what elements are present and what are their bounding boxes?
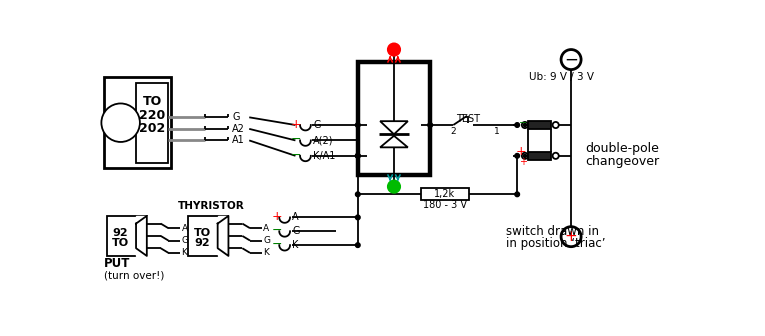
Text: A: A — [292, 212, 299, 222]
Polygon shape — [136, 216, 147, 256]
Text: THYRISTOR: THYRISTOR — [178, 201, 245, 211]
Text: TEST: TEST — [456, 114, 480, 124]
Bar — [528, 121, 551, 129]
Text: 1: 1 — [493, 127, 500, 136]
Circle shape — [552, 122, 558, 128]
Text: −: − — [519, 119, 527, 128]
Text: switch drawn in: switch drawn in — [506, 225, 599, 238]
Circle shape — [515, 123, 519, 127]
Circle shape — [356, 154, 360, 158]
Text: G: G — [313, 120, 321, 130]
Text: 180 - 3 V: 180 - 3 V — [423, 200, 467, 210]
Circle shape — [428, 123, 432, 127]
Text: +: + — [272, 210, 282, 223]
Text: A: A — [263, 224, 269, 233]
Text: TO: TO — [142, 95, 162, 109]
Text: 202: 202 — [139, 122, 165, 135]
Text: Ub: 9 V / 3 V: Ub: 9 V / 3 V — [529, 72, 594, 82]
Text: −: − — [291, 133, 301, 146]
Text: 2: 2 — [451, 127, 456, 136]
Circle shape — [522, 122, 528, 128]
Text: +: + — [291, 118, 301, 131]
Bar — [104, 77, 171, 168]
Text: A1: A1 — [233, 135, 245, 145]
Text: −: − — [564, 51, 578, 69]
Circle shape — [561, 50, 581, 70]
Circle shape — [356, 243, 360, 247]
Bar — [188, 216, 229, 256]
Text: changeover: changeover — [585, 155, 659, 168]
Text: 1,2k: 1,2k — [435, 189, 455, 199]
Bar — [358, 62, 430, 175]
Text: K: K — [181, 248, 187, 257]
Text: +: + — [516, 145, 526, 158]
Circle shape — [515, 192, 519, 197]
Text: 92: 92 — [112, 228, 129, 238]
Circle shape — [523, 154, 526, 157]
Text: (turn over!): (turn over!) — [104, 270, 164, 280]
Bar — [136, 83, 168, 163]
Bar — [107, 216, 147, 256]
Text: TO: TO — [194, 228, 211, 238]
Bar — [421, 188, 469, 201]
Circle shape — [561, 227, 581, 247]
Circle shape — [515, 154, 519, 158]
Text: G: G — [292, 226, 300, 236]
Circle shape — [552, 153, 558, 159]
Circle shape — [388, 43, 400, 56]
Text: TO: TO — [112, 238, 129, 248]
Text: A: A — [181, 224, 187, 233]
Polygon shape — [380, 136, 408, 148]
Text: −: − — [272, 238, 282, 251]
Text: double-pole: double-pole — [585, 141, 659, 155]
Text: G: G — [233, 112, 239, 122]
Bar — [528, 152, 551, 160]
Text: 220: 220 — [139, 109, 165, 122]
Text: in position ‘triac’: in position ‘triac’ — [506, 237, 605, 250]
Circle shape — [356, 192, 360, 197]
Circle shape — [102, 103, 140, 142]
Circle shape — [523, 124, 526, 127]
Text: A2: A2 — [233, 124, 245, 134]
Text: +: + — [565, 229, 578, 244]
Text: −: − — [272, 224, 282, 237]
Polygon shape — [380, 121, 408, 134]
Circle shape — [356, 154, 360, 158]
Text: K: K — [263, 248, 269, 257]
Polygon shape — [218, 216, 229, 256]
Text: PUT: PUT — [104, 257, 130, 270]
Text: G: G — [181, 236, 188, 245]
Circle shape — [356, 123, 360, 127]
Text: A(2): A(2) — [313, 135, 334, 145]
Text: 92: 92 — [194, 238, 210, 248]
Circle shape — [388, 180, 400, 193]
Text: G: G — [263, 236, 270, 245]
Text: K/A1: K/A1 — [313, 151, 336, 161]
Text: K: K — [292, 240, 298, 250]
Text: −: − — [291, 149, 301, 162]
Text: +: + — [519, 157, 527, 167]
Circle shape — [356, 215, 360, 220]
Circle shape — [522, 153, 528, 159]
